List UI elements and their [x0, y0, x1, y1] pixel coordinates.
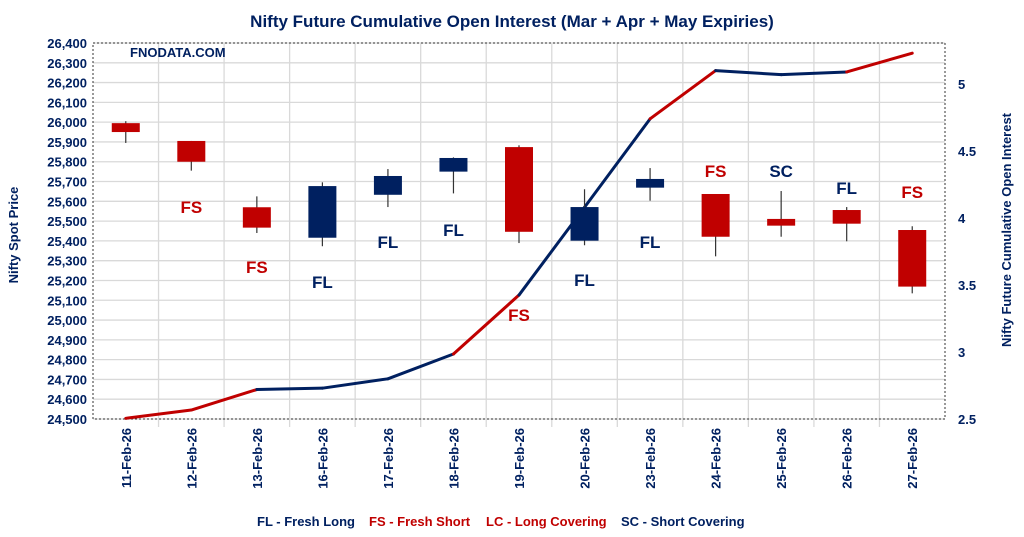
candle-body — [177, 140, 206, 162]
y-tick-label: 24,900 — [47, 333, 87, 348]
x-tick-label: 19-Feb-26 — [512, 428, 527, 489]
y-tick-label: 25,800 — [47, 155, 87, 170]
oi-line-segment — [845, 51, 914, 74]
candle-body — [308, 186, 337, 238]
x-tick-label: 11-Feb-26 — [119, 428, 134, 488]
y2-axis-label: Nifty Future Cumulative Open Interest — [999, 112, 1014, 347]
candle-body — [439, 157, 468, 172]
oi-line-segment — [255, 386, 324, 392]
y-tick-label: 25,000 — [47, 313, 87, 328]
y-tick-label: 26,300 — [47, 56, 87, 71]
y2-axis-ticks: 2.5 3 3.5 4 4.5 5 — [958, 77, 976, 427]
y-tick-label: 25,100 — [47, 293, 87, 308]
y-tick-label: 26,200 — [47, 76, 87, 91]
legend-item-fs: FS - Fresh Short — [369, 514, 471, 529]
oi-line-segment — [779, 70, 849, 77]
signal-label-fs: FS — [901, 183, 923, 202]
y-tick-label: 25,700 — [47, 175, 87, 190]
y-tick-label: 25,400 — [47, 234, 87, 249]
y-axis-ticks: 24,500 24,600 24,700 24,800 24,900 25,000 25,1… — [47, 36, 87, 427]
oi-line-segment — [386, 352, 455, 381]
signal-label-fl: FL — [312, 273, 333, 292]
candle-body — [570, 207, 599, 241]
signal-label-fl: FL — [378, 233, 399, 252]
x-tick-label: 17-Feb-26 — [381, 428, 396, 489]
y2-tick-label: 4.5 — [958, 144, 976, 159]
y-tick-label: 25,500 — [47, 214, 87, 229]
signal-label-fl: FL — [836, 179, 857, 198]
signal-labels: FS FS FL FL FL FS FL FL FS SC FL FS — [180, 162, 923, 325]
x-tick-label: 18-Feb-26 — [446, 428, 461, 489]
y-tick-label: 25,900 — [47, 135, 87, 150]
y-tick-label: 26,400 — [47, 36, 87, 51]
signal-label-fl: FL — [574, 271, 595, 290]
x-tick-label: 26-Feb-26 — [840, 428, 855, 489]
x-tick-label: 12-Feb-26 — [184, 428, 199, 489]
candle-body — [636, 178, 665, 188]
candle-body — [898, 230, 927, 287]
candle-body — [701, 193, 730, 237]
y-tick-label: 24,700 — [47, 372, 87, 387]
oi-line-segment — [124, 408, 193, 420]
y-tick-label: 25,200 — [47, 273, 87, 288]
signal-label-fl: FL — [640, 233, 661, 252]
legend-item-lc: LC - Long Covering — [486, 514, 607, 529]
y-tick-label: 24,600 — [47, 392, 87, 407]
y-axis-label: Nifty Spot Price — [6, 187, 21, 284]
signal-label-fs: FS — [246, 258, 268, 277]
oi-line-segment — [583, 117, 652, 209]
y-tick-label: 25,600 — [47, 194, 87, 209]
signal-label-fs: FS — [180, 198, 202, 217]
candle-body — [505, 147, 533, 232]
legend-item-sc: SC - Short Covering — [621, 514, 745, 529]
y2-tick-label: 2.5 — [958, 412, 976, 427]
y2-tick-label: 5 — [958, 77, 965, 92]
oi-line-segment — [451, 293, 521, 356]
watermark: FNODATA.COM — [130, 45, 226, 60]
signal-label-fl: FL — [443, 221, 464, 240]
candle-body — [111, 123, 140, 133]
x-tick-label: 20-Feb-26 — [578, 428, 593, 489]
oi-line-segment — [189, 388, 259, 412]
x-tick-label: 27-Feb-26 — [905, 428, 920, 489]
plot-border — [92, 42, 946, 420]
chart-title: Nifty Future Cumulative Open Interest (M… — [250, 12, 774, 31]
candle-body — [242, 207, 271, 228]
x-tick-label: 24-Feb-26 — [709, 428, 724, 489]
x-tick-label: 16-Feb-26 — [315, 428, 330, 489]
y2-tick-label: 4 — [958, 211, 966, 226]
y2-tick-label: 3 — [958, 345, 965, 360]
y-tick-label: 25,300 — [47, 254, 87, 269]
x-tick-label: 23-Feb-26 — [643, 428, 658, 489]
x-tick-label: 25-Feb-26 — [774, 428, 789, 489]
x-axis-ticks: 11-Feb-26 12-Feb-26 13-Feb-26 16-Feb-26 17-F… — [119, 428, 920, 489]
signal-label-fs: FS — [508, 306, 530, 325]
y-tick-label: 26,100 — [47, 95, 87, 110]
oi-line-segment — [714, 69, 783, 77]
y2-tick-label: 3.5 — [958, 278, 976, 293]
y-tick-label: 24,800 — [47, 353, 87, 368]
x-tick-label: 13-Feb-26 — [250, 428, 265, 489]
oi-line — [124, 51, 914, 420]
signal-label-sc: SC — [769, 162, 793, 181]
oi-line-segment — [648, 69, 718, 121]
oi-line-segment — [320, 377, 390, 390]
legend: FL - Fresh Long FS - Fresh Short LC - Long… — [257, 514, 745, 529]
y-tick-label: 26,000 — [47, 115, 87, 130]
candle-body — [767, 218, 796, 226]
candle-body — [373, 175, 402, 195]
y-tick-label: 24,500 — [47, 412, 87, 427]
candle-body — [832, 210, 861, 224]
legend-item-fl: FL - Fresh Long — [257, 514, 355, 529]
candles — [111, 121, 927, 294]
signal-label-fs: FS — [705, 162, 727, 181]
